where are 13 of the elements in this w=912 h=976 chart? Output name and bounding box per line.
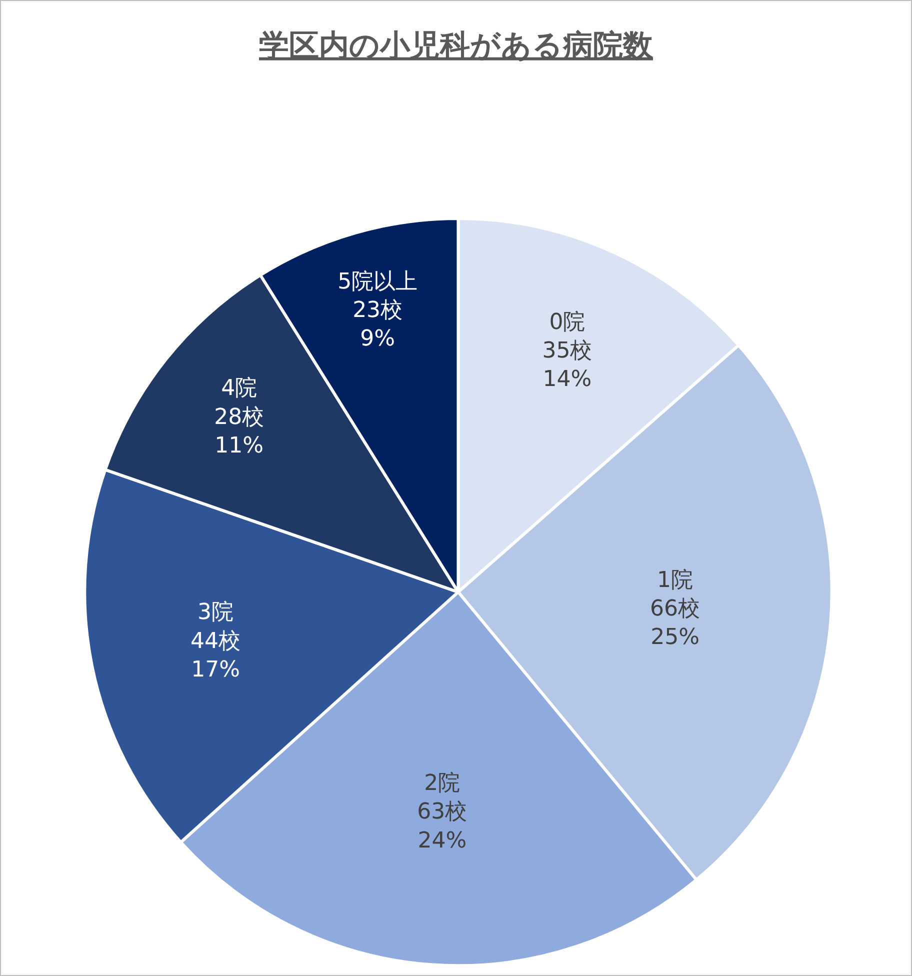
slice-label: 4院 <box>221 376 258 402</box>
chart-title: 学区内の小児科がある病院数 <box>259 28 654 64</box>
data-label: 66校 25% <box>650 596 700 650</box>
slice-label: 1院 <box>657 568 694 594</box>
data-label: 28校 11% <box>214 404 264 458</box>
data-label: 35校 14% <box>542 338 592 392</box>
data-label: 63校 24% <box>417 800 468 854</box>
slice-label: 3院 <box>198 600 234 626</box>
slice-label: 0院 <box>549 310 586 335</box>
slice-label: 5院以上 <box>338 269 418 294</box>
slice-label: 2院 <box>424 771 460 796</box>
data-label: 44校 17% <box>190 628 241 682</box>
data-label: 23校 9% <box>352 298 403 352</box>
